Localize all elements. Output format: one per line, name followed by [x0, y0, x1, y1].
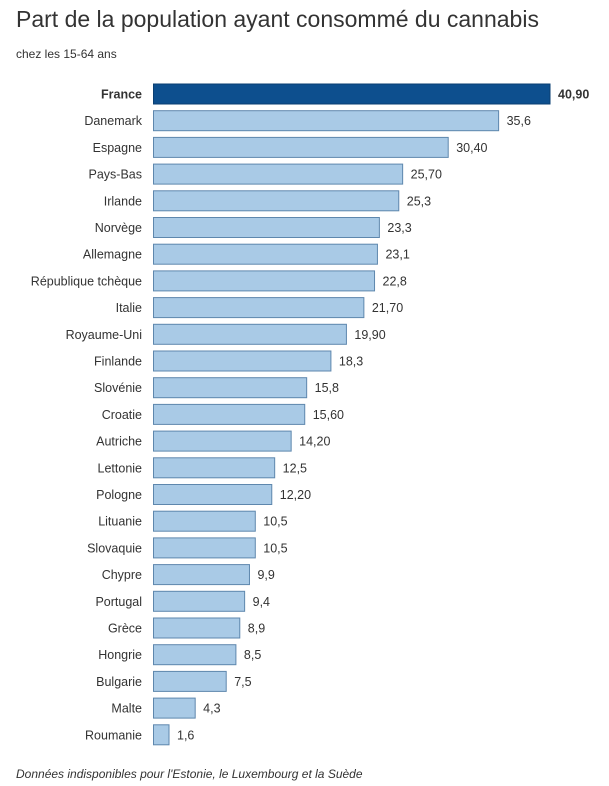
category-label: République tchèque: [31, 274, 142, 288]
bar: [153, 430, 292, 452]
bar: [153, 190, 400, 212]
value-label: 8,9: [248, 622, 265, 636]
bar: [153, 83, 551, 105]
value-label: 10,5: [263, 515, 287, 529]
value-label: 12,20: [280, 488, 311, 502]
value-label: 35,6: [507, 114, 531, 128]
bar: [153, 217, 380, 238]
bar: [153, 136, 449, 158]
bar: [153, 484, 273, 505]
category-label: Roumanie: [85, 728, 142, 742]
value-label: 30,40: [456, 141, 487, 155]
category-label: Portugal: [95, 595, 142, 609]
bar: [153, 724, 170, 746]
chart-subtitle: chez les 15-64 ans: [16, 47, 117, 61]
bar: [153, 163, 404, 185]
category-label: Finlande: [94, 355, 142, 369]
value-label: 8,5: [244, 648, 261, 662]
bar: [153, 617, 241, 639]
value-label: 10,5: [263, 541, 287, 555]
category-label: Slovaquie: [87, 541, 142, 555]
category-label: Grèce: [108, 622, 142, 636]
category-label: Allemagne: [83, 248, 142, 262]
value-label: 7,5: [234, 675, 251, 689]
category-label: Lituanie: [98, 515, 142, 529]
bar: [153, 403, 306, 425]
footnote: Données indisponibles pour l'Estonie, le…: [16, 767, 363, 781]
value-label: 9,9: [257, 568, 274, 582]
category-label: Royaume-Uni: [66, 328, 142, 342]
category-label: Lettonie: [98, 461, 143, 475]
category-label: Espagne: [93, 141, 142, 155]
bar: [153, 270, 376, 292]
category-label: Danemark: [84, 114, 142, 128]
value-label: 18,3: [339, 355, 363, 369]
bar: [153, 590, 246, 612]
value-label: 25,3: [407, 194, 431, 208]
value-label: 4,3: [203, 702, 220, 716]
bar: [153, 377, 308, 399]
bar: [153, 697, 196, 719]
category-label: Malte: [111, 702, 142, 716]
category-label: Norvège: [95, 221, 142, 235]
value-label: 12,5: [283, 461, 307, 475]
value-label: 21,70: [372, 301, 403, 315]
category-label: Croatie: [102, 408, 142, 422]
value-label: 40,90: [558, 88, 589, 102]
value-label: 14,20: [299, 435, 330, 449]
category-label: Hongrie: [98, 648, 142, 662]
bar: [153, 457, 276, 479]
value-label: 15,8: [315, 381, 339, 395]
category-label: Irlande: [104, 194, 142, 208]
bar: [153, 510, 256, 532]
category-label: Pologne: [96, 488, 142, 502]
bar: [153, 537, 256, 559]
bar: [153, 350, 332, 372]
value-label: 15,60: [313, 408, 344, 422]
bar: [153, 110, 500, 132]
value-label: 19,90: [354, 328, 385, 342]
chart-title: Part de la population ayant consommé du …: [16, 6, 539, 32]
value-label: 23,1: [385, 248, 409, 262]
bar: [153, 243, 378, 265]
category-label: Slovénie: [94, 381, 142, 395]
bar: [153, 670, 227, 692]
value-label: 23,3: [387, 221, 411, 235]
bar: [153, 564, 250, 586]
category-label: France: [101, 88, 142, 102]
value-label: 22,8: [383, 274, 407, 288]
category-label: Italie: [116, 301, 142, 315]
value-label: 1,6: [177, 728, 194, 742]
category-label: Chypre: [102, 568, 142, 582]
bar: [153, 297, 365, 319]
value-label: 25,70: [411, 168, 442, 182]
category-label: Autriche: [96, 435, 142, 449]
category-label: Bulgarie: [96, 675, 142, 689]
bar: [153, 323, 347, 345]
category-label: Pays-Bas: [89, 168, 143, 182]
value-label: 9,4: [253, 595, 270, 609]
bar: [153, 644, 237, 666]
